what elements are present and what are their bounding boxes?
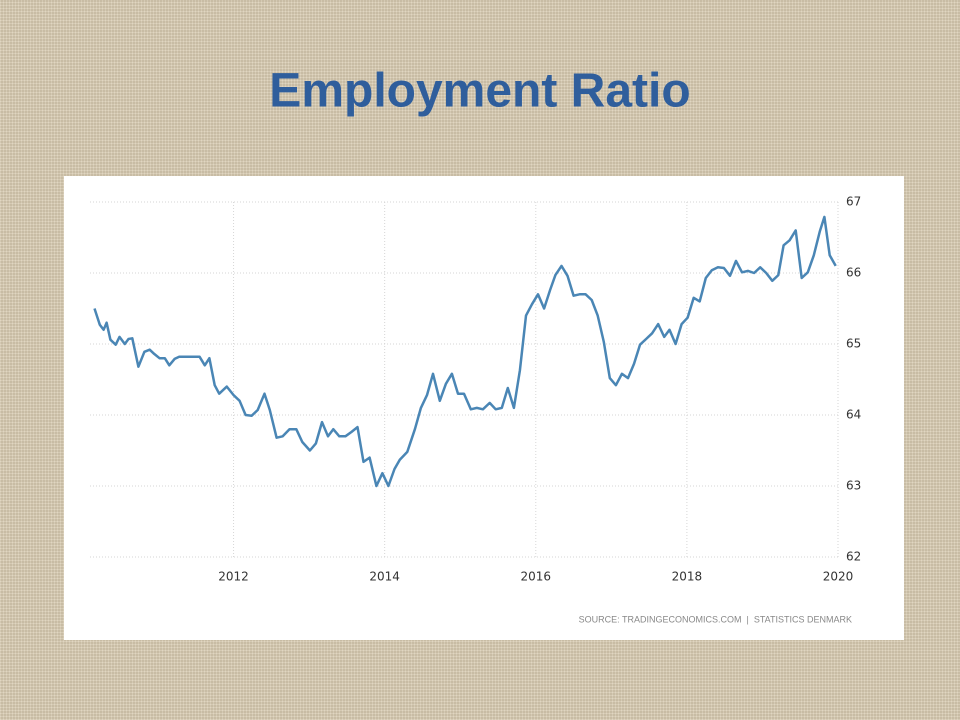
- source-note: SOURCE: TRADINGECONOMICS.COM | STATISTIC…: [579, 614, 852, 624]
- y-tick-label: 64: [846, 408, 861, 422]
- slide-title: Employment Ratio: [269, 65, 690, 118]
- data-line: [93, 215, 837, 488]
- x-tick-label: 2018: [672, 570, 703, 584]
- x-tick-label: 2014: [369, 570, 400, 584]
- x-tick-label: 2020: [823, 570, 854, 584]
- y-tick-label: 66: [846, 266, 861, 280]
- y-tick-label: 65: [846, 337, 861, 351]
- y-tick-label: 63: [846, 479, 861, 493]
- y-tick-label: 67: [846, 195, 861, 209]
- x-tick-label: 2012: [218, 570, 249, 584]
- x-tick-label: 2016: [521, 570, 552, 584]
- y-tick-label: 62: [846, 550, 861, 564]
